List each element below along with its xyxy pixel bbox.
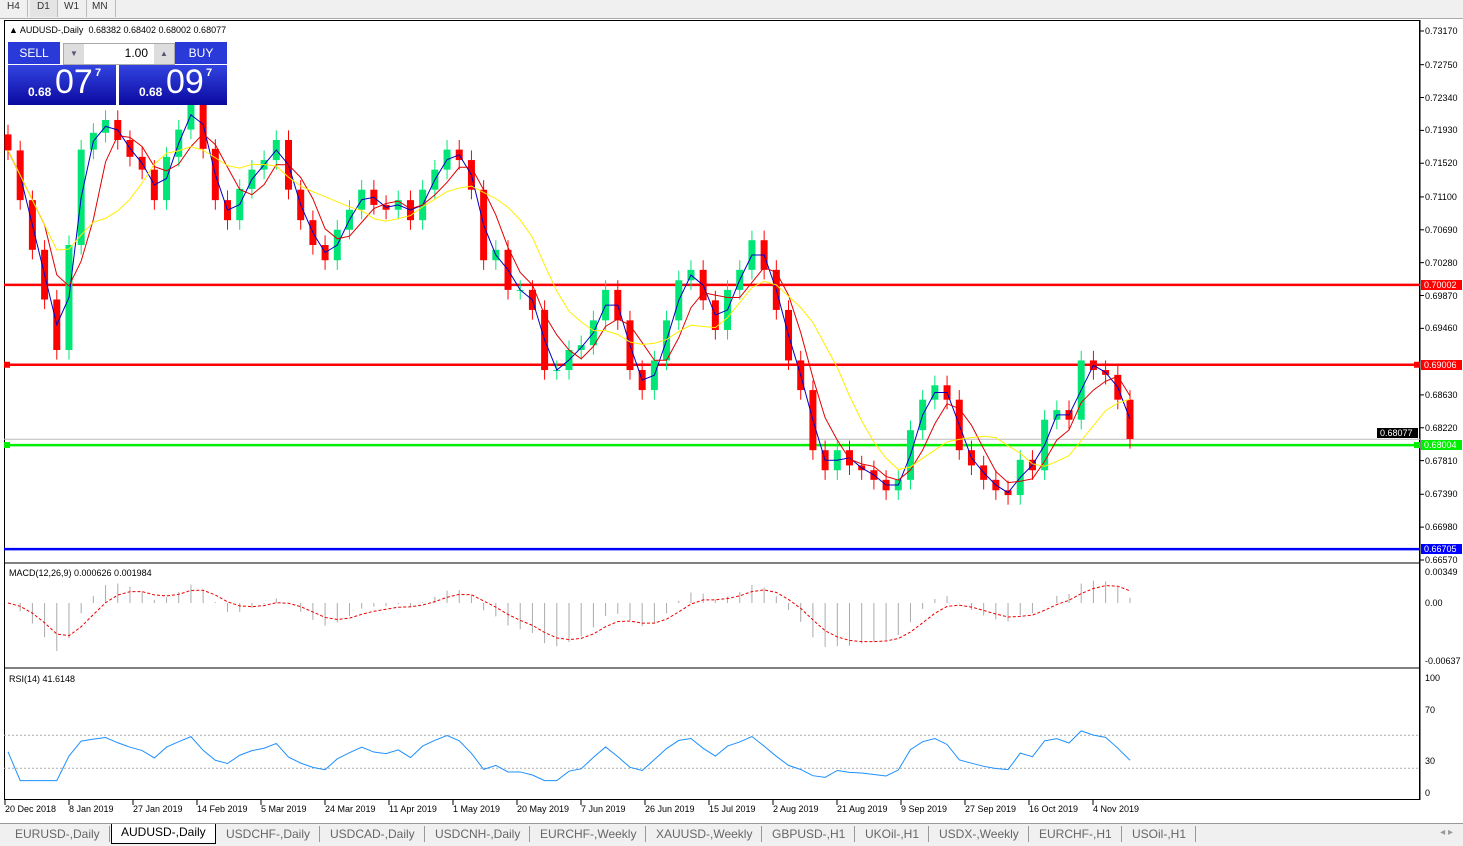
rsi-line	[7, 730, 1131, 782]
y-tick-label: 0.68220	[1425, 422, 1458, 433]
x-tick-label: 24 Mar 2019	[325, 804, 376, 814]
x-tick-label: 4 Nov 2019	[1093, 804, 1140, 814]
chart-tab[interactable]: USDX-,Weekly	[930, 826, 1029, 842]
buy-price-prefix: 0.68	[139, 85, 163, 99]
chart-tab[interactable]: USDCNH-,Daily	[426, 826, 531, 842]
lot-value[interactable]: 1.00	[124, 46, 148, 60]
rsi-tick: 70	[1425, 705, 1436, 715]
x-tick-label: 11 Apr 2019	[389, 804, 437, 814]
y-tick-label: 0.73170	[1425, 26, 1458, 36]
x-tick-label: 15 Jul 2019	[709, 804, 756, 814]
y-tick-label: 0.72750	[1425, 59, 1458, 70]
x-tick-label: 1 May 2019	[453, 804, 501, 814]
x-tick-label: 27 Sep 2019	[965, 804, 1017, 814]
chart-tab[interactable]: EURUSD-,Daily	[6, 826, 110, 842]
x-tick-label: 14 Feb 2019	[197, 804, 248, 814]
chart-tab[interactable]: EURCHF-,H1	[1030, 826, 1122, 842]
x-tick-label: 21 Aug 2019	[837, 804, 888, 814]
tab-scroll-arrows-icon[interactable]: ◂ ▸	[1440, 827, 1453, 838]
chart-tab[interactable]: USDCHF-,Daily	[217, 826, 320, 842]
y-tick-label: 0.71930	[1425, 125, 1458, 136]
ma-mid-line	[7, 133, 1131, 484]
ohlc-readout: 0.68382 0.68402 0.68002 0.68077	[88, 25, 227, 35]
ma-slow-line	[7, 146, 1131, 471]
y-tick-label: 0.72340	[1425, 92, 1458, 103]
level-handle	[4, 361, 10, 368]
x-tick-label: 26 Jun 2019	[645, 804, 695, 814]
chart-tab[interactable]: USDCAD-,Daily	[321, 826, 425, 842]
x-tick-label: 20 May 2019	[517, 804, 570, 814]
macd-label: MACD(12,26,9) 0.000626 0.001984	[9, 568, 152, 578]
tf-w1[interactable]: W1	[57, 0, 87, 17]
level-handle	[1414, 442, 1420, 449]
timeframe-toolbar: H4 D1 W1 MN	[0, 0, 1463, 19]
level-price-tag: 0.70002	[1421, 279, 1462, 290]
lot-increase-icon[interactable]: ▲	[154, 44, 174, 64]
buy-button[interactable]: BUY	[175, 42, 227, 64]
chart-tab[interactable]: GBPUSD-,H1	[763, 826, 856, 842]
macd-tick: 0.00	[1425, 598, 1443, 608]
y-tick-label: 0.66980	[1425, 522, 1458, 533]
y-tick-label: 0.71100	[1425, 191, 1457, 202]
sell-price-fraction: 7	[95, 67, 102, 79]
y-tick-label: 0.71520	[1425, 158, 1458, 169]
tf-mn[interactable]: MN	[85, 0, 116, 17]
chart-tab[interactable]: AUDUSD-,Daily	[111, 824, 216, 844]
one-click-trading-panel: SELL ▼ 1.00 ▲ BUY 0.68 07 7 0.68 09 7	[8, 41, 227, 105]
chart-tabs: EURUSD-,Daily AUDUSD-,Daily USDCHF-,Daily U…	[0, 823, 1463, 846]
y-tick-label: 0.69870	[1425, 290, 1458, 301]
chart-tab[interactable]: UKOil-,H1	[856, 826, 930, 842]
buy-price-pips: 09	[166, 63, 204, 101]
sell-price-pips: 07	[55, 63, 93, 101]
x-tick-label: 7 Jun 2019	[581, 804, 626, 814]
y-tick-label: 0.69460	[1425, 323, 1458, 334]
rsi-tick: 100	[1425, 673, 1441, 683]
x-tick-label: 2 Aug 2019	[773, 804, 819, 814]
sell-price[interactable]: 0.68 07 7	[8, 63, 116, 105]
macd-tick: 0.00349	[1425, 567, 1458, 577]
level-handle	[4, 442, 10, 449]
y-tick-label: 0.70690	[1425, 224, 1458, 235]
rsi-label: RSI(14) 41.6148	[9, 674, 76, 684]
buy-price-fraction: 7	[206, 67, 213, 79]
level-price-tag: 0.66705	[1421, 544, 1462, 555]
level-price-tag: 0.69006	[1421, 359, 1462, 370]
level-price-tag: 0.68004	[1421, 440, 1462, 451]
ma-fast-line	[7, 113, 1131, 494]
lot-size-stepper[interactable]: ▼ 1.00 ▲	[63, 43, 175, 65]
buy-price[interactable]: 0.68 09 7	[119, 63, 227, 105]
y-tick-label: 0.68630	[1425, 389, 1458, 400]
lot-decrease-icon[interactable]: ▼	[64, 44, 84, 64]
chart-header: ▲ AUDUSD-,Daily 0.68382 0.68402 0.68002 …	[9, 25, 227, 35]
sell-button[interactable]: SELL	[8, 42, 60, 64]
y-tick-label: 0.67390	[1425, 489, 1458, 500]
x-tick-label: 8 Jan 2019	[69, 804, 114, 814]
y-tick-label: 0.70280	[1425, 257, 1458, 268]
x-tick-label: 20 Dec 2018	[5, 804, 57, 814]
y-tick-label: 0.67810	[1425, 455, 1458, 466]
x-tick-label: 5 Mar 2019	[261, 804, 307, 814]
current-price-tag: 0.68077	[1377, 428, 1418, 439]
chart-tab[interactable]: EURCHF-,Weekly	[531, 826, 647, 842]
tf-d1[interactable]: D1	[30, 0, 58, 17]
y-tick-label: 0.66570	[1425, 555, 1458, 565]
x-tick-label: 16 Oct 2019	[1029, 804, 1079, 814]
chart-title: AUDUSD-,Daily	[19, 25, 84, 35]
candle	[4, 134, 12, 151]
tf-h4[interactable]: H4	[0, 0, 28, 17]
macd-tick: -0.00637	[1425, 656, 1461, 666]
x-tick-label: 9 Sep 2019	[901, 804, 948, 814]
rsi-tick: 30	[1425, 756, 1436, 766]
chart-tab[interactable]: USOil-,H1	[1123, 826, 1197, 842]
sell-price-prefix: 0.68	[28, 85, 52, 99]
rsi-tick: 0	[1425, 788, 1431, 798]
chart-tab[interactable]: XAUUSD-,Weekly	[647, 826, 763, 842]
level-handle	[1414, 361, 1420, 368]
x-tick-label: 27 Jan 2019	[133, 804, 183, 814]
